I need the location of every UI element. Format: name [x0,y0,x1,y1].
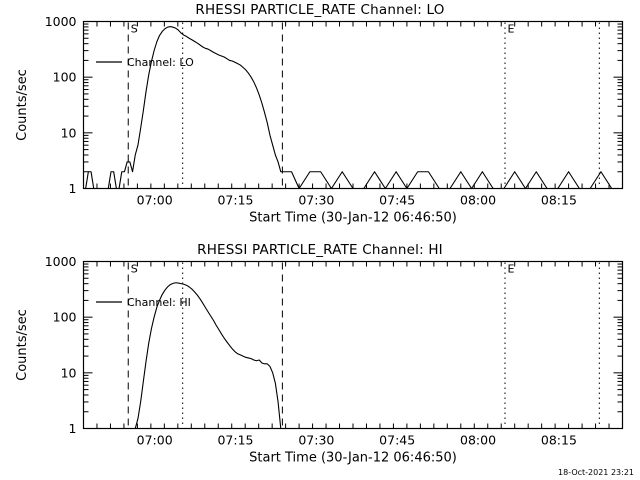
y-tick-label: 10 [61,365,77,380]
y-tick-label: 1000 [45,14,77,29]
y-tick-label: 100 [53,70,77,85]
plot-title-hi: RHESSI PARTICLE_RATE Channel: HI [197,242,443,258]
legend-label: Channel: LO [127,56,194,69]
marker-label: E [507,263,514,276]
marker-label: E [507,23,514,36]
legend-label: Channel: HI [127,296,191,309]
plot-frame [82,260,624,430]
y-tick-label: 1 [69,181,77,196]
x-tick-label: 08:00 [460,193,496,208]
data-series-line [85,26,621,190]
plot-panel-lo: RHESSI PARTICLE_RATE Channel: LO 1000 100… [15,2,624,226]
plot-frame [82,20,624,190]
x-tick-label: 08:15 [541,193,577,208]
plot-canvas-lo: 1000 100 10 1 07:00 07:15 07:30 07:45 08:00 08:15… [15,14,624,226]
x-tick-label: 07:00 [137,433,173,448]
plot-panel-hi: RHESSI PARTICLE_RATE Channel: HI 1000 100… [0,240,640,480]
y-axis-title: Counts/sec [15,309,30,381]
marker-label: S [131,263,138,276]
x-tick-label: 07:00 [137,193,173,208]
data-series-line [134,282,282,429]
x-tick-label: 08:00 [460,433,496,448]
y-tick-label: 100 [53,310,77,325]
x-tick-label: 07:45 [379,433,415,448]
x-tick-label: 07:45 [379,193,415,208]
x-tick-label: 07:15 [217,433,253,448]
x-axis-title: Start Time (30-Jan-12 06:46:50) [249,211,457,226]
plot-title-lo: RHESSI PARTICLE_RATE Channel: LO [195,2,445,18]
x-tick-label: 07:15 [217,193,253,208]
x-axis-title: Start Time (30-Jan-12 06:46:50) [249,451,457,466]
generation-timestamp: 18-Oct-2021 23:21 [558,468,634,477]
x-tick-label: 07:30 [298,433,334,448]
marker-label: S [131,23,138,36]
y-tick-label: 10 [61,125,77,140]
y-tick-label: 1000 [45,254,77,269]
x-tick-label: 08:15 [541,433,577,448]
y-axis-title: Counts/sec [15,69,30,141]
plot-canvas-hi: 1000 100 10 1 07:00 07:15 07:30 07:45 08:00 08:15… [15,254,624,466]
x-tick-label: 07:30 [298,193,334,208]
y-tick-label: 1 [69,421,77,436]
